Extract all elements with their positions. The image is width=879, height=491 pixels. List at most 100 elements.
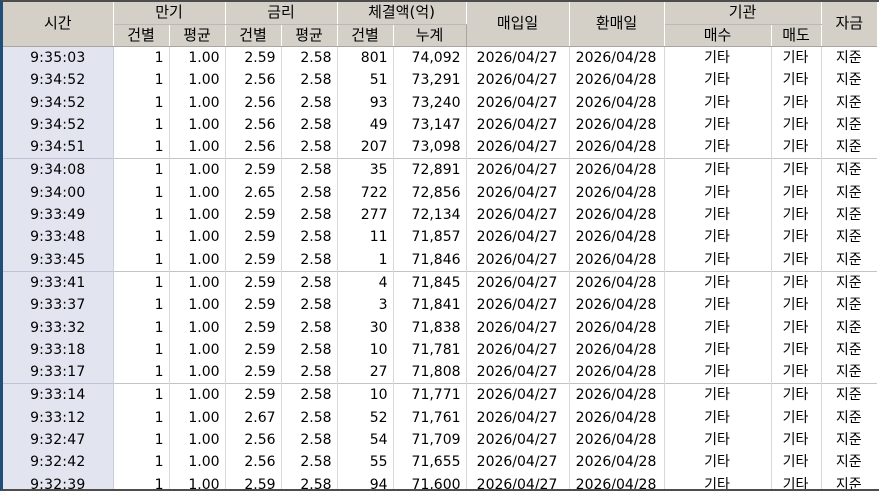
header-col-inst-buy[interactable]: 매수 [664, 24, 772, 47]
cell-time: 9:34:51 [3, 136, 114, 159]
table-row[interactable]: 9:33:12 1 1.00 2.67 2.58 52 71,761 2026/04/27 20… [3, 406, 878, 430]
cell-rate-avg: 2.58 [281, 270, 338, 295]
cell-buy-date: 2026/04/27 [466, 473, 570, 489]
cell-fund: 지준 [821, 248, 878, 272]
cell-inst-buy: 기타 [664, 46, 772, 70]
cell-inst-sell: 기타 [771, 294, 822, 317]
header-col-amount-each[interactable]: 건별 [337, 24, 394, 47]
cell-redeem-date: 2026/04/28 [569, 204, 665, 227]
cell-time: 9:33:49 [3, 204, 114, 227]
cell-maturity-each: 1 [113, 113, 170, 137]
table-row[interactable]: 9:33:32 1 1.00 2.59 2.58 30 71,838 2026/04/27 20… [3, 316, 878, 339]
table-row[interactable]: 9:33:17 1 1.00 2.59 2.58 27 71,808 2026/04/27 20… [3, 361, 878, 384]
cell-time: 9:33:45 [3, 248, 114, 272]
cell-buy-date: 2026/04/27 [466, 158, 570, 182]
table-row[interactable]: 9:33:48 1 1.00 2.59 2.58 11 71,857 2026/04/27 20… [3, 226, 878, 249]
header-col-buy-date[interactable]: 매입일 [465, 2, 570, 47]
table-row[interactable]: 9:33:49 1 1.00 2.59 2.58 277 72,134 2026/04/27 2… [3, 204, 878, 227]
cell-amount-each: 35 [337, 158, 394, 182]
header-col-maturity-avg[interactable]: 평균 [169, 24, 226, 47]
cell-rate-each: 2.59 [225, 226, 282, 249]
cell-rate-each: 2.59 [225, 294, 282, 317]
cell-fund: 지준 [821, 46, 878, 70]
cell-maturity-each: 1 [113, 383, 170, 407]
cell-inst-buy: 기타 [664, 248, 772, 272]
table-row[interactable]: 9:33:41 1 1.00 2.59 2.58 4 71,845 2026/04/27 202… [3, 270, 878, 295]
cell-fund: 지준 [821, 181, 878, 205]
cell-redeem-date: 2026/04/28 [569, 294, 665, 317]
cell-maturity-each: 1 [113, 473, 170, 489]
cell-redeem-date: 2026/04/28 [569, 429, 665, 452]
cell-maturity-avg: 1.00 [169, 226, 226, 249]
table-row[interactable]: 9:32:42 1 1.00 2.56 2.58 55 71,655 2026/04/27 20… [3, 451, 878, 474]
table-row[interactable]: 9:34:08 1 1.00 2.59 2.58 35 72,891 2026/04/27 20… [3, 158, 878, 182]
cell-amount-cum: 71,761 [393, 406, 467, 430]
table-row[interactable]: 9:33:18 1 1.00 2.59 2.58 10 71,781 2026/04/27 20… [3, 338, 878, 362]
cell-redeem-date: 2026/04/28 [569, 338, 665, 362]
cell-rate-avg: 2.58 [281, 316, 338, 339]
cell-inst-sell: 기타 [771, 136, 822, 159]
cell-rate-avg: 2.58 [281, 226, 338, 249]
cell-buy-date: 2026/04/27 [466, 316, 570, 339]
cell-rate-each: 2.56 [225, 136, 282, 159]
cell-maturity-each: 1 [113, 429, 170, 452]
table-row[interactable]: 9:33:37 1 1.00 2.59 2.58 3 71,841 2026/04/27 202… [3, 294, 878, 317]
header-col-fund[interactable]: 자금 [821, 2, 878, 47]
cell-inst-buy: 기타 [664, 294, 772, 317]
table-row[interactable]: 9:35:03 1 1.00 2.59 2.58 801 74,092 2026/04/27 2… [3, 46, 878, 70]
cell-time: 9:33:18 [3, 338, 114, 362]
cell-redeem-date: 2026/04/28 [569, 46, 665, 70]
cell-amount-cum: 72,856 [393, 181, 467, 205]
header-col-amount-cum[interactable]: 누계 [393, 24, 467, 47]
cell-redeem-date: 2026/04/28 [569, 361, 665, 384]
table-row[interactable]: 9:34:52 1 1.00 2.56 2.58 51 73,291 2026/04/27 20… [3, 69, 878, 92]
header-col-inst-sell[interactable]: 매도 [771, 24, 822, 47]
cell-inst-sell: 기타 [771, 338, 822, 362]
cell-time: 9:34:00 [3, 181, 114, 205]
cell-amount-cum: 71,781 [393, 338, 467, 362]
table-row[interactable]: 9:32:39 1 1.00 2.59 2.58 94 71,600 2026/04/27 20… [3, 473, 878, 489]
cell-amount-cum: 71,709 [393, 429, 467, 452]
cell-maturity-each: 1 [113, 158, 170, 182]
cell-buy-date: 2026/04/27 [466, 226, 570, 249]
header-col-redeem-date[interactable]: 환매일 [569, 2, 665, 47]
cell-rate-each: 2.56 [225, 91, 282, 114]
header-col-time[interactable]: 시간 [3, 2, 114, 47]
cell-amount-each: 49 [337, 113, 394, 137]
cell-rate-avg: 2.58 [281, 91, 338, 114]
cell-maturity-each: 1 [113, 226, 170, 249]
cell-amount-cum: 73,098 [393, 136, 467, 159]
table-row[interactable]: 9:33:14 1 1.00 2.59 2.58 10 71,771 2026/04/27 20… [3, 383, 878, 407]
cell-amount-cum: 71,846 [393, 248, 467, 272]
cell-rate-avg: 2.58 [281, 46, 338, 70]
cell-inst-sell: 기타 [771, 406, 822, 430]
cell-time: 9:32:47 [3, 429, 114, 452]
cell-maturity-avg: 1.00 [169, 338, 226, 362]
header-row-groups: 시간 만기 금리 체결액(억) 매입일 환매일 기관 자금 [3, 2, 878, 47]
table-row[interactable]: 9:34:52 1 1.00 2.56 2.58 93 73,240 2026/04/27 20… [3, 91, 878, 114]
table-row[interactable]: 9:34:00 1 1.00 2.65 2.58 722 72,856 2026/04/27 2… [3, 181, 878, 205]
cell-inst-sell: 기타 [771, 361, 822, 384]
cell-time: 9:33:32 [3, 316, 114, 339]
header-group-maturity: 만기 [113, 2, 226, 25]
table-row[interactable]: 9:34:51 1 1.00 2.56 2.58 207 73,098 2026/04/27 2… [3, 136, 878, 159]
cell-inst-buy: 기타 [664, 204, 772, 227]
table-row[interactable]: 9:34:52 1 1.00 2.56 2.58 49 73,147 2026/04/27 20… [3, 113, 878, 137]
header-col-maturity-each[interactable]: 건별 [113, 24, 170, 47]
table-row[interactable]: 9:32:47 1 1.00 2.56 2.58 54 71,709 2026/04/27 20… [3, 429, 878, 452]
cell-time: 9:32:39 [3, 473, 114, 489]
header-col-rate-each[interactable]: 건별 [225, 24, 282, 47]
cell-buy-date: 2026/04/27 [466, 429, 570, 452]
cell-inst-sell: 기타 [771, 204, 822, 227]
cell-redeem-date: 2026/04/28 [569, 248, 665, 272]
cell-time: 9:32:42 [3, 451, 114, 474]
header-col-rate-avg[interactable]: 평균 [281, 24, 338, 47]
cell-fund: 지준 [821, 136, 878, 159]
cell-inst-buy: 기타 [664, 473, 772, 489]
cell-inst-sell: 기타 [771, 158, 822, 182]
table-row[interactable]: 9:33:45 1 1.00 2.59 2.58 1 71,846 2026/04/27 202… [3, 248, 878, 272]
cell-redeem-date: 2026/04/28 [569, 113, 665, 137]
cell-amount-each: 55 [337, 451, 394, 474]
cell-amount-each: 11 [337, 226, 394, 249]
cell-maturity-each: 1 [113, 294, 170, 317]
